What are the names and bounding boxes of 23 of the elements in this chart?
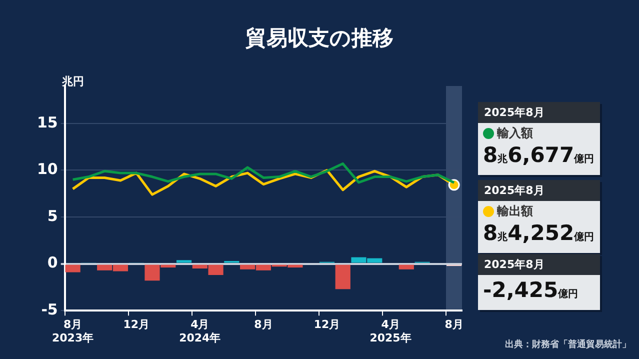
x-tick-label: 12月 [314,318,340,332]
y-tick-label: 15 [37,113,58,132]
y-tick-label: 5 [47,206,58,225]
x-tick-label: 12月 [123,318,150,332]
text: 2025年8月 [478,254,600,275]
y-tick-label: 10 [37,160,58,178]
text: 2025年8月 [478,180,600,201]
y-axis-title: 兆円 [62,74,84,89]
source-note: 出典：財務省「普通貿易統計」 [505,338,631,351]
text: -2,425億円 [483,278,578,302]
legend-label: 輸入額 [496,125,534,142]
text: 8兆4,252億円 [483,221,594,245]
x-tick-label: 4月 2024年 [179,318,221,344]
y-tick-label: -5 [41,300,58,318]
chart-title: 貿易収支の推移 [244,25,394,52]
legend-label: 輸出額 [496,203,534,220]
y-tick-label: 0 [47,254,58,272]
x-tick-label: 8月 2023年 [52,318,94,344]
x-tick-label: 8月 [254,318,273,332]
x-tick-label: 8月 [444,318,464,332]
text: 2025年8月 [478,102,600,123]
text: 8兆6,677億円 [483,143,594,167]
x-tick-label: 4月 2025年 [370,318,412,344]
